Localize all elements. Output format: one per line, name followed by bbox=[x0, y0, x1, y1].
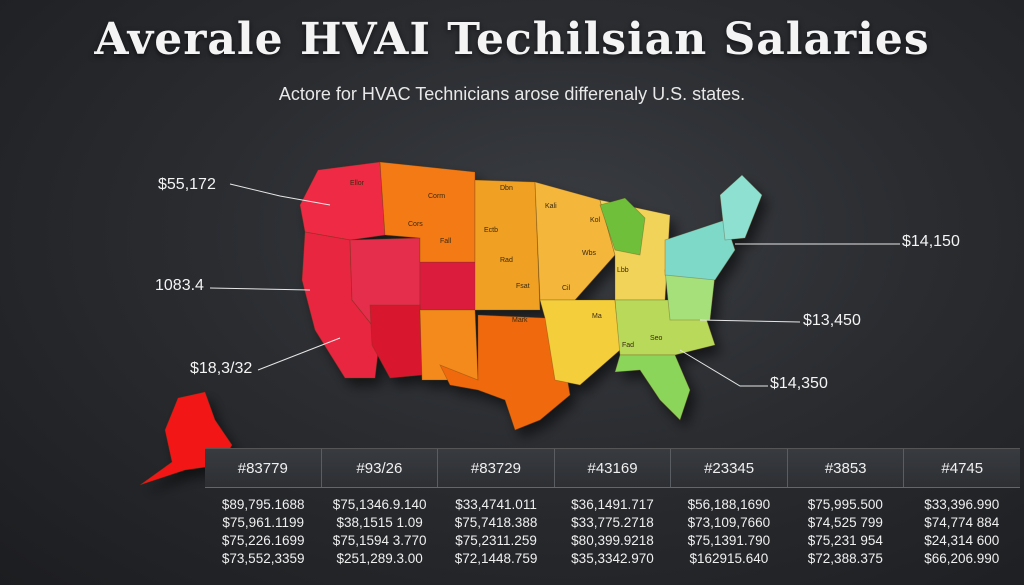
table-body: $89,795.1688 $75,961.1199 $75,226.1699 $73,… bbox=[205, 488, 1020, 568]
table-cell: $74,525 799 bbox=[807, 515, 883, 530]
callout-line-layer bbox=[209, 183, 900, 387]
table-cell: $36,1491.717 bbox=[571, 497, 654, 512]
callout-label-nw: $55,172 bbox=[158, 176, 216, 193]
table-cell: $251,289.3.00 bbox=[336, 551, 423, 566]
region-michigan bbox=[599, 197, 646, 256]
state-label: Ellor bbox=[350, 180, 365, 187]
table-header-cell: #83779 bbox=[237, 459, 288, 477]
table-cell: $56,188,1690 bbox=[687, 497, 771, 512]
state-label: Ma bbox=[592, 313, 602, 320]
table-column: $33,396.990 $74,774 884 $24,314 600 $66,206… bbox=[904, 496, 1020, 568]
state-label: Kali bbox=[545, 203, 557, 210]
table-cell: $38,1515 1.09 bbox=[336, 515, 423, 530]
region-colorado bbox=[419, 261, 481, 311]
callout-line-sw bbox=[257, 337, 341, 371]
callout-line-e bbox=[699, 319, 801, 323]
table-column: $36,1491.717 $33,775.2718 $80,399.9218 $35,… bbox=[554, 496, 670, 568]
state-label: Kol bbox=[590, 217, 601, 224]
table-cell: $66,206.990 bbox=[924, 551, 1000, 566]
callout-label-sw: $18,3/32 bbox=[190, 360, 253, 377]
table-header-cell: #93/26 bbox=[320, 449, 438, 487]
callout-label-e: $13,450 bbox=[803, 312, 861, 329]
table-header-cell: #43169 bbox=[553, 449, 671, 487]
table-cell: $35,3342.970 bbox=[571, 551, 654, 566]
region-new-england bbox=[719, 174, 763, 241]
state-label: Dbn bbox=[500, 185, 513, 192]
table-cell: $33,4741.011 bbox=[455, 497, 537, 512]
state-label: Fad bbox=[622, 342, 634, 349]
page-title: Averale HVAI Techilsian Salaries bbox=[94, 14, 930, 65]
table-cell: $72,1448.759 bbox=[454, 551, 538, 566]
state-label: Wbs bbox=[582, 250, 597, 257]
table-cell: $75,1391.790 bbox=[687, 533, 771, 548]
state-label: Mark bbox=[512, 317, 528, 324]
table-column: $56,188,1690 $73,109,7660 $75,1391.790 $162… bbox=[671, 496, 787, 568]
state-label: Lbb bbox=[617, 267, 629, 274]
table-header-cell: #3853 bbox=[786, 449, 904, 487]
table-cell: $24,314 600 bbox=[924, 533, 1000, 548]
region-arizona bbox=[369, 304, 423, 379]
region-pacific-northwest bbox=[299, 161, 386, 241]
callout-label-w: 1083.4 bbox=[155, 277, 204, 294]
state-label-layer: Ellor Corm Cors Fall Dbn Ectb Rad Fsat Mark Kali K… bbox=[350, 180, 663, 349]
callout-label-se: $14,350 bbox=[770, 375, 828, 392]
table-header-cell: #23345 bbox=[670, 449, 787, 487]
state-label: Fall bbox=[440, 238, 452, 245]
table-cell: $75,995.500 bbox=[807, 497, 883, 512]
region-northeast bbox=[664, 219, 736, 281]
table-column: $33,4741.011 $75,7418.388 $75,2311.259 $72,… bbox=[438, 496, 554, 568]
table-column: $75,995.500 $74,525 799 $75,231 954 $72,388… bbox=[787, 496, 903, 568]
table-cell: $162915.640 bbox=[689, 551, 769, 566]
page-subtitle: Actore for HVAC Technicians arose differ… bbox=[278, 84, 746, 104]
table-cell: $33,775.2718 bbox=[571, 515, 654, 530]
table-cell: $75,7418.388 bbox=[454, 515, 538, 530]
table-cell: $33,396.990 bbox=[924, 497, 1000, 512]
table-cell: $80,399.9218 bbox=[571, 533, 654, 548]
state-label: Fsat bbox=[516, 283, 530, 290]
region-mountain bbox=[379, 161, 476, 263]
region-florida bbox=[614, 354, 691, 421]
table-cell: $73,109,7660 bbox=[687, 515, 771, 530]
state-label: Corm bbox=[428, 193, 445, 200]
table-cell: $75,231 954 bbox=[807, 533, 883, 548]
table-cell: $75,2311.259 bbox=[455, 533, 537, 548]
callout-line-nw bbox=[229, 183, 331, 206]
callout-label-ne: $14,150 bbox=[902, 233, 960, 250]
table-cell: $73,552,3359 bbox=[221, 551, 305, 566]
table-column: $75,1346.9.140 $38,1515 1.09 $75,1594 3.77… bbox=[321, 496, 437, 568]
table-cell: $75,226.1699 bbox=[221, 533, 305, 548]
table-cell: $74,774 884 bbox=[924, 515, 1000, 530]
table-cell: $72,388.375 bbox=[807, 551, 883, 566]
state-label: Ectb bbox=[484, 227, 498, 234]
state-label: Cors bbox=[408, 221, 423, 228]
state-label: Seo bbox=[650, 335, 663, 342]
table-header-row: #83779 #93/26 #83729 #43169 #23345 #3853 #4745 bbox=[205, 448, 1020, 488]
state-label: Rad bbox=[500, 257, 513, 264]
region-midwest bbox=[534, 181, 616, 301]
salary-table: #83779 #93/26 #83729 #43169 #23345 #3853 #4745… bbox=[205, 448, 1020, 568]
table-column: $89,795.1688 $75,961.1199 $75,226.1699 $73,… bbox=[205, 496, 321, 568]
table-header-cell: #4745 bbox=[903, 449, 1020, 487]
table-cell: $75,1594 3.770 bbox=[332, 533, 427, 548]
table-cell: $75,961.1199 bbox=[222, 515, 304, 530]
callout-line-w bbox=[209, 287, 311, 291]
state-label: Cil bbox=[562, 285, 571, 292]
region-plains bbox=[474, 179, 541, 311]
table-cell: $75,1346.9.140 bbox=[332, 497, 427, 512]
callout-line-se bbox=[679, 349, 768, 387]
table-header-cell: #83729 bbox=[437, 449, 554, 487]
table-cell: $89,795.1688 bbox=[221, 497, 305, 512]
